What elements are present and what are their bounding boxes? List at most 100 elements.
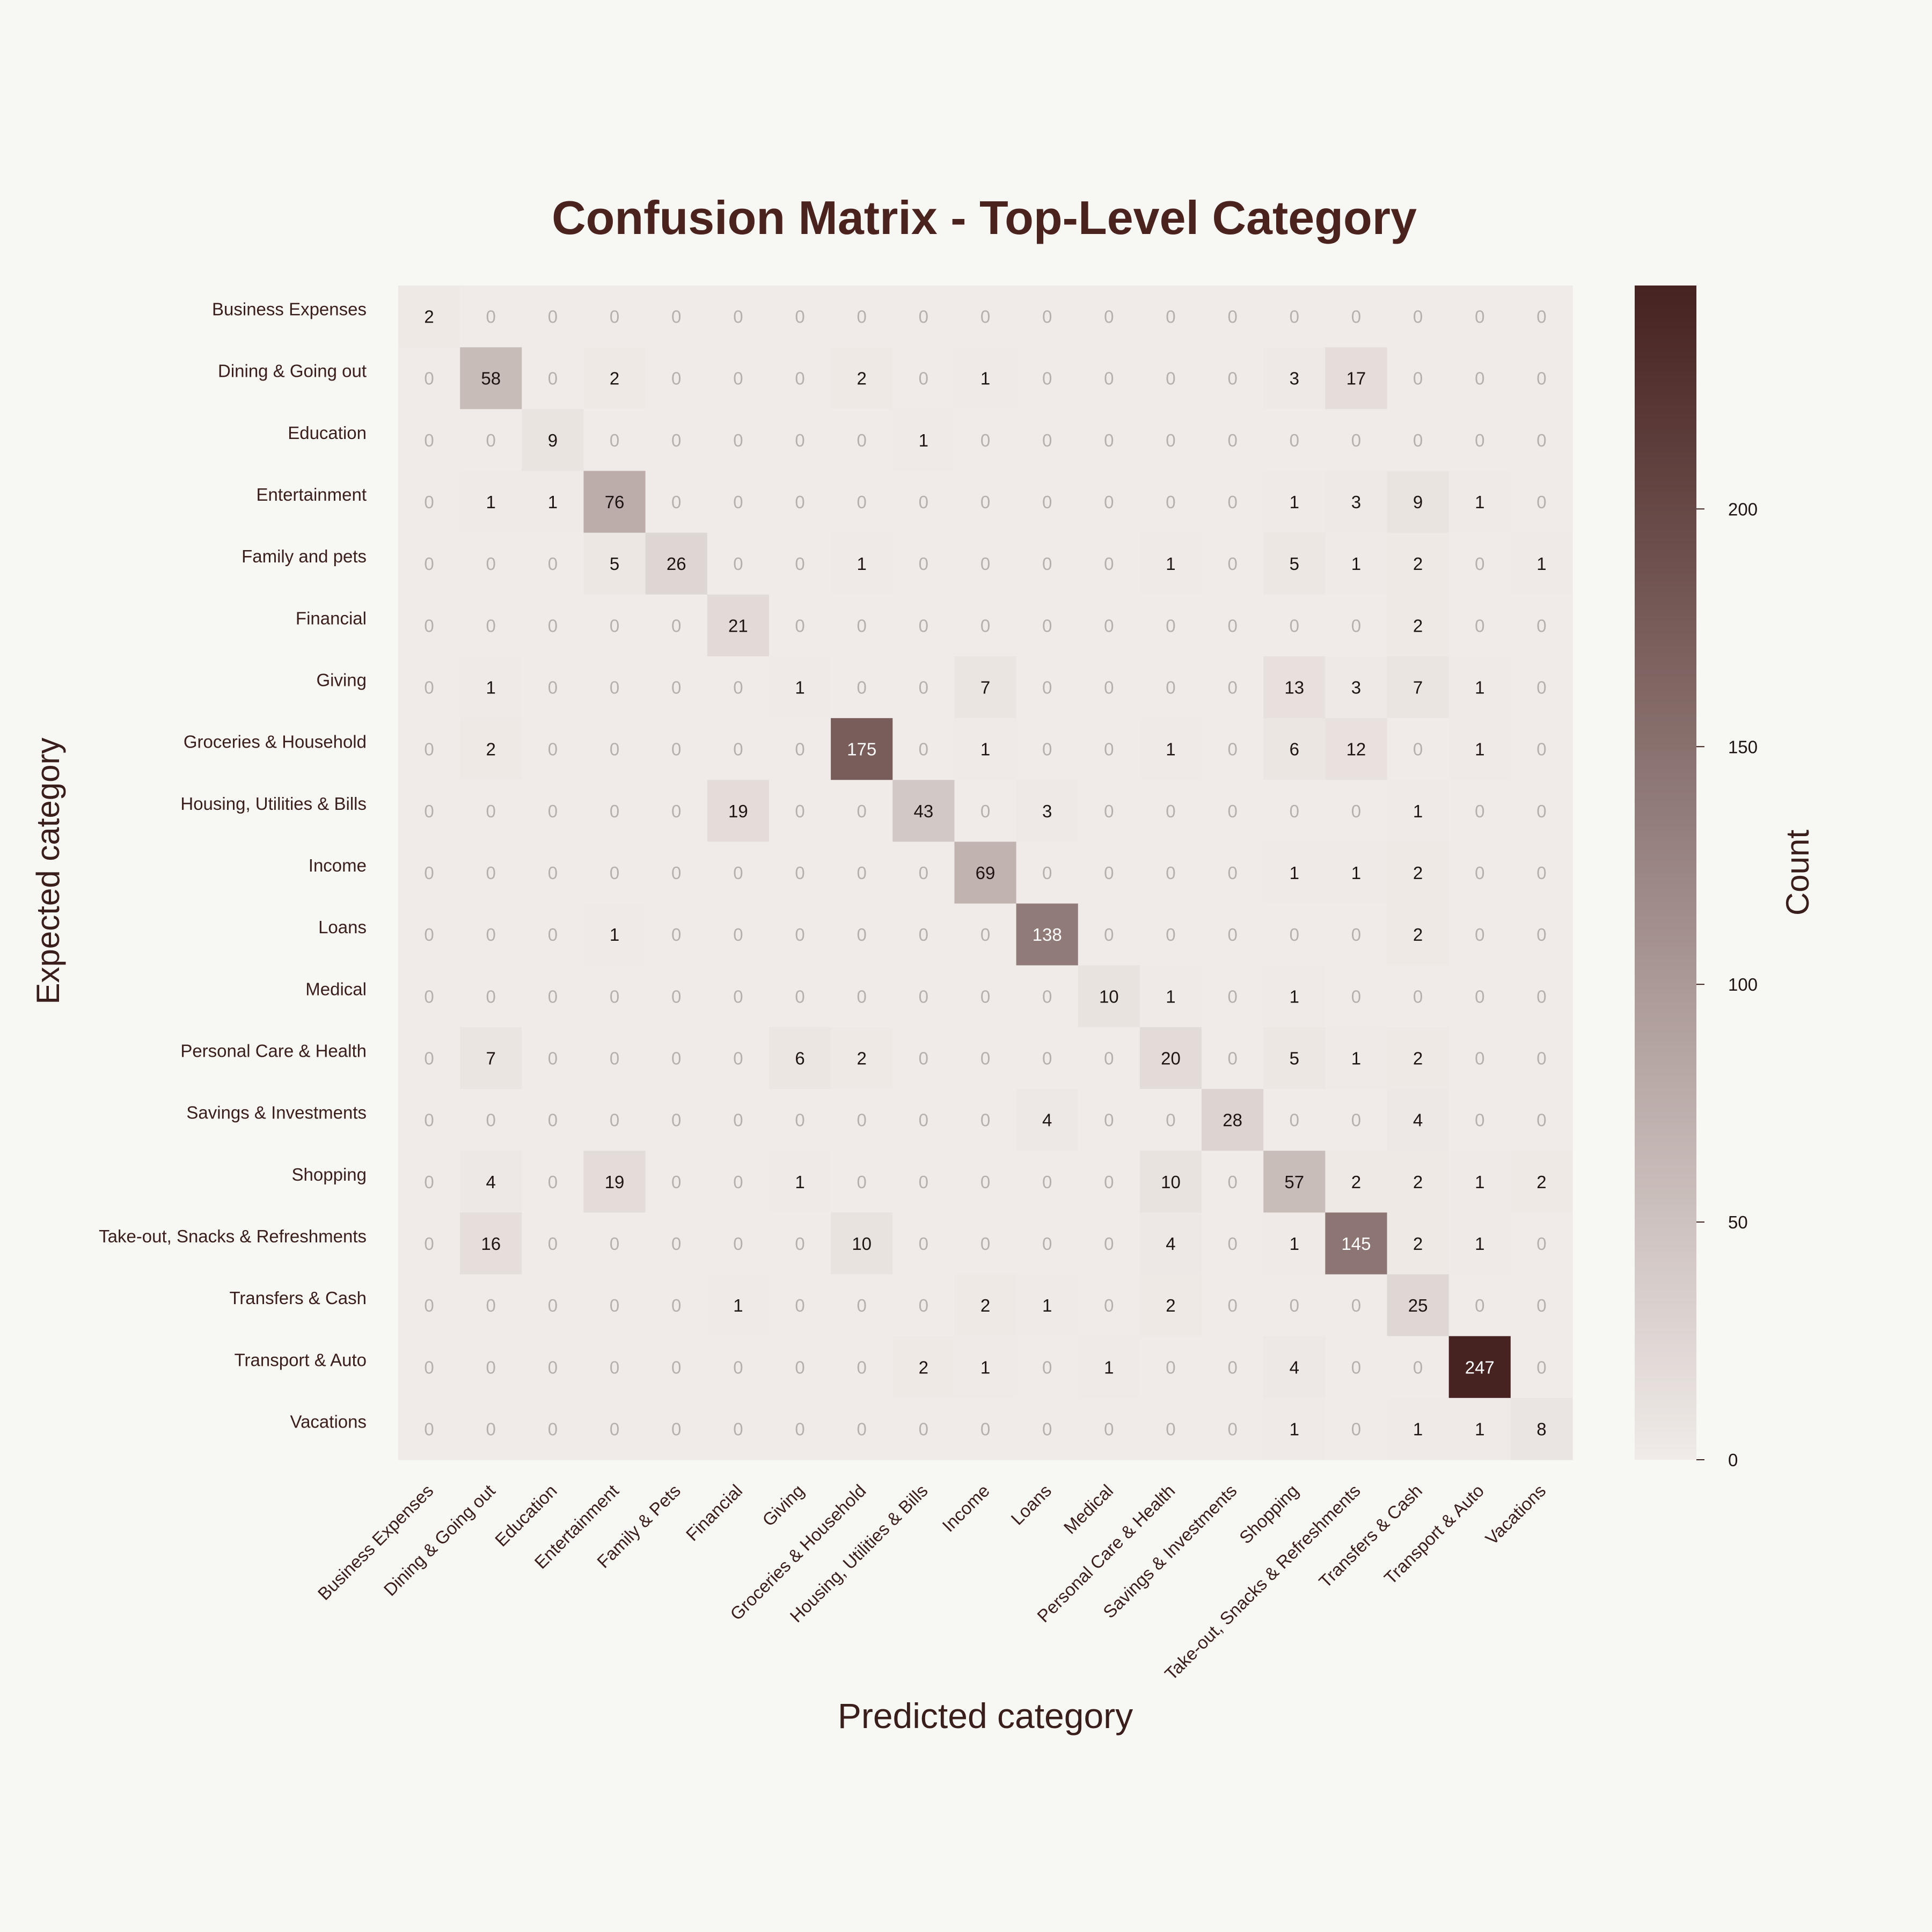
heatmap-cell bbox=[831, 965, 893, 1028]
heatmap-cell bbox=[583, 532, 646, 595]
heatmap-cell bbox=[1078, 532, 1140, 595]
heatmap-cell bbox=[645, 965, 708, 1028]
cell-value-label: 138 bbox=[1033, 925, 1062, 945]
heatmap-cell bbox=[1016, 965, 1079, 1028]
heatmap-cell bbox=[1016, 1397, 1079, 1460]
cell-value-label: 0 bbox=[486, 925, 496, 945]
heatmap-cell bbox=[1325, 594, 1388, 657]
row-tick-label: Family and pets bbox=[241, 546, 367, 566]
cell-value-label: 0 bbox=[1536, 616, 1546, 635]
cell-value-label: 0 bbox=[1104, 740, 1114, 759]
heatmap-cell bbox=[954, 965, 1017, 1028]
heatmap-cell bbox=[769, 656, 831, 719]
cell-value-label: 0 bbox=[980, 1172, 990, 1192]
cell-value-label: 1 bbox=[1413, 1419, 1423, 1439]
cell-value-label: 0 bbox=[919, 863, 928, 883]
cell-value-label: 0 bbox=[919, 986, 928, 1006]
heatmap-cell bbox=[460, 780, 522, 843]
cell-value-label: 0 bbox=[1536, 678, 1546, 698]
heatmap-cell bbox=[1016, 409, 1079, 472]
heatmap-cell bbox=[954, 656, 1017, 719]
cell-value-label: 2 bbox=[1413, 1234, 1423, 1254]
cell-value-label: 0 bbox=[1227, 430, 1237, 450]
heatmap-cell bbox=[522, 594, 584, 657]
cell-value-label: 0 bbox=[1536, 430, 1546, 450]
cell-value-label: 0 bbox=[1536, 863, 1546, 883]
cell-value-label: 0 bbox=[1536, 1234, 1546, 1254]
heatmap-cell bbox=[1016, 1274, 1079, 1337]
cell-value-label: 0 bbox=[980, 1110, 990, 1130]
heatmap-cell bbox=[460, 347, 522, 409]
heatmap-cell bbox=[522, 1274, 584, 1337]
cell-value-label: 0 bbox=[671, 678, 681, 698]
cell-value-label: 0 bbox=[1104, 1172, 1114, 1192]
cell-value-label: 0 bbox=[1290, 1296, 1299, 1315]
cell-value-label: 0 bbox=[1351, 1357, 1361, 1377]
cell-value-label: 1 bbox=[1166, 740, 1175, 759]
heatmap-cell bbox=[1387, 718, 1450, 780]
heatmap-cell bbox=[892, 1027, 955, 1089]
cell-value-label: 0 bbox=[1475, 1110, 1484, 1130]
cell-value-label: 0 bbox=[424, 863, 434, 883]
cell-value-label: 0 bbox=[1536, 369, 1546, 389]
colorbar-tick-label: 100 bbox=[1728, 975, 1758, 994]
cell-value-label: 2 bbox=[424, 307, 434, 327]
heatmap-cell bbox=[1387, 286, 1450, 348]
heatmap-cell bbox=[769, 1151, 831, 1213]
heatmap-cell bbox=[1448, 718, 1511, 780]
cell-value-label: 0 bbox=[1104, 307, 1114, 327]
cell-value-label: 1 bbox=[486, 678, 496, 698]
heatmap-cell bbox=[1387, 1274, 1450, 1337]
cell-value-label: 2 bbox=[610, 369, 619, 389]
colorbar bbox=[1635, 286, 1696, 1460]
cell-value-label: 2 bbox=[1536, 1172, 1546, 1192]
cell-value-label: 3 bbox=[1042, 801, 1052, 821]
heatmap-cell bbox=[1510, 718, 1573, 780]
row-tick-label: Income bbox=[309, 855, 367, 875]
cell-value-label: 0 bbox=[795, 740, 804, 759]
heatmap-cell bbox=[1139, 594, 1202, 657]
heatmap-cell bbox=[645, 656, 708, 719]
heatmap-cell bbox=[1510, 286, 1573, 348]
cell-value-label: 0 bbox=[486, 1296, 496, 1315]
cell-value-label: 0 bbox=[795, 925, 804, 945]
heatmap-cell bbox=[1139, 409, 1202, 472]
heatmap-cell bbox=[645, 1089, 708, 1151]
cell-value-label: 0 bbox=[1227, 740, 1237, 759]
heatmap-cell bbox=[954, 1274, 1017, 1337]
heatmap-cell bbox=[1325, 532, 1388, 595]
cell-value-label: 4 bbox=[1166, 1234, 1175, 1254]
heatmap-cell bbox=[831, 1027, 893, 1089]
heatmap-cell bbox=[707, 471, 770, 533]
cell-value-label: 0 bbox=[1227, 986, 1237, 1006]
heatmap-cell bbox=[1016, 286, 1079, 348]
cell-value-label: 0 bbox=[610, 1296, 619, 1315]
heatmap-cell bbox=[1325, 718, 1388, 780]
heatmap-cell bbox=[522, 656, 584, 719]
cell-value-label: 0 bbox=[671, 1234, 681, 1254]
cell-value-label: 0 bbox=[919, 678, 928, 698]
cell-value-label: 0 bbox=[1166, 1357, 1175, 1377]
cell-value-label: 0 bbox=[548, 863, 558, 883]
cell-value-label: 0 bbox=[424, 1419, 434, 1439]
heatmap-cell bbox=[583, 1397, 646, 1460]
cell-value-label: 0 bbox=[980, 1419, 990, 1439]
cell-value-label: 0 bbox=[795, 492, 804, 512]
cell-value-label: 0 bbox=[857, 1296, 867, 1315]
heatmap-cell bbox=[1448, 965, 1511, 1028]
cell-value-label: 0 bbox=[1536, 986, 1546, 1006]
heatmap-cell bbox=[954, 718, 1017, 780]
cell-value-label: 0 bbox=[1104, 492, 1114, 512]
cell-value-label: 1 bbox=[1166, 554, 1175, 574]
cell-value-label: 2 bbox=[1166, 1296, 1175, 1315]
cell-value-label: 0 bbox=[548, 801, 558, 821]
heatmap-cell bbox=[1387, 1151, 1450, 1213]
heatmap-cell bbox=[1325, 347, 1388, 409]
cell-value-label: 0 bbox=[1227, 863, 1237, 883]
heatmap-cell bbox=[1387, 656, 1450, 719]
heatmap-cell bbox=[707, 1397, 770, 1460]
cell-value-label: 69 bbox=[976, 863, 996, 883]
heatmap-cell bbox=[460, 471, 522, 533]
heatmap-cell bbox=[1387, 594, 1450, 657]
heatmap-cell bbox=[645, 347, 708, 409]
